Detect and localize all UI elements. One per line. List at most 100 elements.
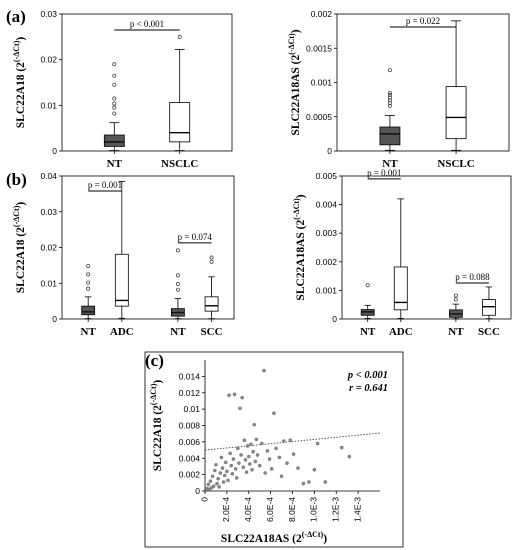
- y-tick-label: 0.001: [316, 285, 338, 295]
- scatter-point: [252, 422, 257, 427]
- scatter-point: [285, 461, 289, 465]
- outlier-point: [387, 68, 392, 73]
- outlier-point: [112, 105, 117, 110]
- boxplot-b2: 0 0.001 0.002 0.003 0.004 0.005 NT ADC NT SCC p = …: [292, 168, 512, 338]
- x-category-label: SCC: [201, 326, 223, 338]
- scatter-point: [211, 484, 216, 488]
- scatter-point: [263, 471, 267, 475]
- box-nsclc-1: [445, 20, 467, 151]
- scatter-point: [233, 467, 238, 471]
- x-category-label: NT: [107, 158, 123, 170]
- y-tick-label: 0.014: [179, 371, 201, 381]
- outlier-point: [387, 92, 392, 97]
- scatter-point: [242, 438, 247, 443]
- scatter-point: [301, 481, 306, 486]
- scatter-point: [307, 480, 311, 484]
- box-iqr: [482, 299, 496, 316]
- p-value-label: p = 0.001: [88, 180, 122, 190]
- p-value-label: p = 0.088: [455, 272, 490, 282]
- box-nsclc-1: [169, 34, 191, 151]
- box-iqr: [169, 102, 191, 143]
- y-tick-label: 0.0015: [306, 43, 332, 53]
- scatter-point: [257, 463, 262, 468]
- scatter-point: [291, 452, 296, 456]
- scatter-point: [238, 406, 242, 411]
- scatter-point: [347, 454, 352, 459]
- scatter-point: [253, 459, 258, 464]
- x-tick-label: 2.0E-4: [221, 497, 231, 522]
- scatter-point: [231, 457, 236, 461]
- x-category-label: NSCLC: [437, 158, 474, 170]
- x-category-label: NT: [448, 326, 464, 338]
- scatter-point: [225, 469, 229, 474]
- x-tick-label: 4.0E-4: [243, 497, 253, 522]
- scatter-point: [234, 476, 239, 480]
- y-axis-label-exponent: (-ΔCt): [149, 383, 158, 405]
- scatter-point: [239, 453, 243, 457]
- y-tick-label: 0: [332, 314, 337, 324]
- y-axis-label-close: ): [152, 380, 164, 384]
- scatter-point: [254, 437, 259, 442]
- x-category-label: NSCLC: [161, 158, 198, 170]
- box-iqr: [379, 126, 401, 146]
- scatter-point: [215, 481, 219, 486]
- y-axis-label-exponent: (-ΔCt): [12, 40, 21, 62]
- scatter-point: [296, 466, 300, 470]
- box-iqr: [204, 296, 219, 312]
- scatter-point: [223, 460, 228, 465]
- y-tick-label: 0.012: [179, 388, 201, 398]
- y-tick-label: 0.02: [40, 243, 57, 253]
- y-axis-label-close: ): [15, 37, 27, 41]
- x-tick-label: 6.0E-4: [265, 497, 275, 522]
- panel-label-c: (c): [145, 351, 164, 370]
- y-tick-label: 0.01: [40, 278, 57, 288]
- scatter-point: [221, 480, 226, 484]
- outlier-point: [86, 286, 91, 291]
- box-scc-3: [204, 255, 219, 320]
- y-axis-label-main: SLC22A18AS (2: [290, 54, 302, 135]
- x-category-label: SCC: [478, 326, 500, 338]
- x-tick-label: 1.2E-3: [331, 497, 341, 522]
- scatter-c: 0 0.002 0.004 0.006 0.008 0.01 0.012 0.014 0 2.0E…: [144, 351, 404, 548]
- scatter-point: [218, 471, 223, 475]
- box-nt-0: [81, 264, 96, 320]
- box-iqr: [81, 305, 96, 316]
- outlier-point: [387, 101, 392, 106]
- y-tick-label: 0.01: [40, 100, 57, 110]
- x-category-label: NT: [360, 326, 376, 338]
- y-tick-label: 0.008: [179, 421, 201, 431]
- scatter-point: [251, 449, 255, 454]
- box-adc-1: [114, 180, 129, 319]
- scatter-point: [250, 467, 254, 472]
- scatter-point: [312, 467, 317, 472]
- scatter-point: [279, 474, 284, 479]
- y-tick-label: 0: [52, 146, 57, 156]
- outlier-point: [175, 287, 180, 292]
- box-nt-2: [448, 293, 463, 320]
- outlier-point: [112, 101, 117, 106]
- y-axis-label-exponent: (-ΔCt): [292, 198, 301, 220]
- scatter-point: [229, 463, 234, 468]
- y-tick-label: 0.03: [40, 9, 57, 19]
- y-tick-label: 0.0005: [306, 112, 332, 122]
- scatter-point: [265, 449, 270, 453]
- outlier-point: [86, 264, 91, 269]
- box-adc-1: [393, 198, 408, 319]
- scatter-point: [222, 473, 227, 478]
- scatter-point: [281, 439, 286, 443]
- scatter-point: [206, 482, 211, 487]
- outlier-point: [209, 259, 214, 264]
- y-tick-label: 0.002: [311, 9, 333, 19]
- y-tick-label: 0.02: [40, 55, 57, 65]
- trend-line: [204, 432, 381, 451]
- y-tick-label: 0.002: [179, 470, 201, 480]
- y-axis-label-close: ): [290, 29, 302, 33]
- scatter-point: [272, 411, 276, 416]
- y-tick-label: 0.005: [316, 171, 338, 181]
- scatter-point: [262, 368, 266, 373]
- outlier-point: [86, 280, 91, 285]
- box-nt-0: [379, 68, 401, 151]
- outlier-point: [453, 297, 458, 302]
- p-value-label: p < 0.001: [130, 19, 164, 29]
- outlier-point: [175, 273, 180, 278]
